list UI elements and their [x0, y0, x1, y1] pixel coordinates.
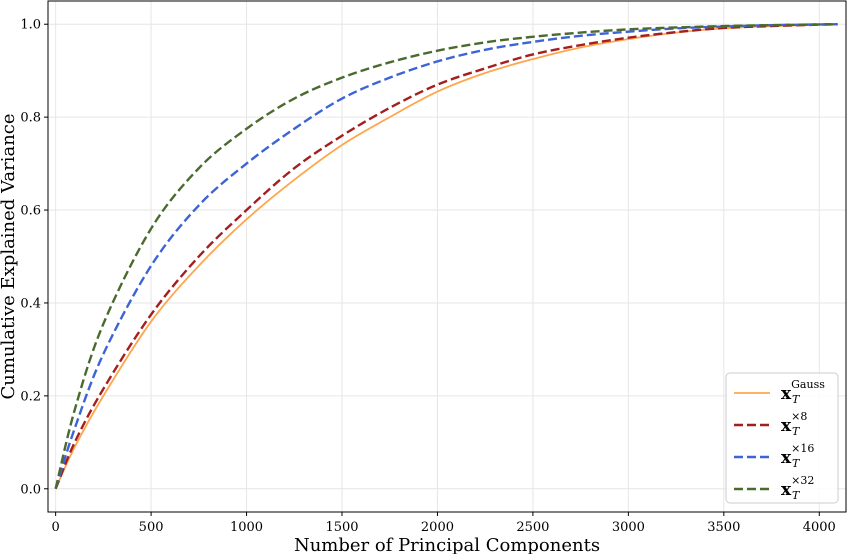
x-axis-title: Number of Principal Components	[294, 535, 600, 554]
series-line-1	[54, 23, 838, 490]
legend-label-base: x	[781, 384, 792, 404]
series-line-2	[54, 23, 838, 490]
legend-label-base: x	[781, 416, 792, 436]
x-axis-ticks: 0 500 1000 1500 2000 2500 3000 3500 4000	[51, 512, 836, 535]
legend-label-1: x×8 T	[781, 410, 807, 438]
legend-label-sub: T	[792, 425, 801, 438]
x-tick-label: 3500	[707, 520, 740, 535]
legend-label-base: x	[781, 448, 792, 468]
legend-label-2: x×16 T	[781, 442, 814, 470]
legend-box	[725, 372, 839, 504]
x-tick-label: 500	[139, 520, 164, 535]
x-tick-label: 2000	[421, 520, 454, 535]
y-tick-label: 0.2	[20, 389, 41, 404]
x-tick-label: 1500	[325, 520, 358, 535]
y-axis-ticks: 0.0 0.2 0.4 0.6 0.8 1.0	[20, 18, 48, 497]
legend-label-sub: T	[792, 457, 801, 470]
y-tick-label: 0.6	[20, 204, 41, 219]
y-tick-label: 0.0	[20, 482, 41, 497]
legend-label-sup: ×32	[791, 474, 814, 487]
legend: xGauss Tx×8 Tx×16 Tx×32 T	[725, 372, 839, 504]
axes-frame	[47, 0, 847, 513]
x-tick-label: 2500	[516, 520, 549, 535]
series-layer	[54, 23, 838, 490]
y-tick-label: 0.4	[20, 296, 41, 311]
legend-label-sup: ×16	[791, 442, 814, 455]
legend-label-base: x	[781, 480, 792, 500]
series-line-0	[54, 23, 838, 490]
x-tick-label: 4000	[803, 520, 836, 535]
legend-label-sub: T	[792, 393, 801, 406]
y-tick-label: 1.0	[20, 18, 41, 33]
grid	[48, 1, 846, 512]
legend-label-sub: T	[792, 489, 801, 502]
legend-label-0: xGauss T	[781, 378, 825, 406]
series-line-3	[54, 23, 838, 490]
legend-label-3: x×32 T	[781, 474, 814, 502]
legend-label-sup: Gauss	[791, 378, 825, 391]
legend-label-sup: ×8	[791, 410, 807, 423]
x-tick-label: 1000	[230, 520, 263, 535]
y-tick-label: 0.8	[20, 111, 41, 126]
y-axis-title: Cumulative Explained Variance	[0, 113, 19, 399]
x-tick-label: 3000	[612, 520, 645, 535]
x-tick-label: 0	[51, 520, 59, 535]
